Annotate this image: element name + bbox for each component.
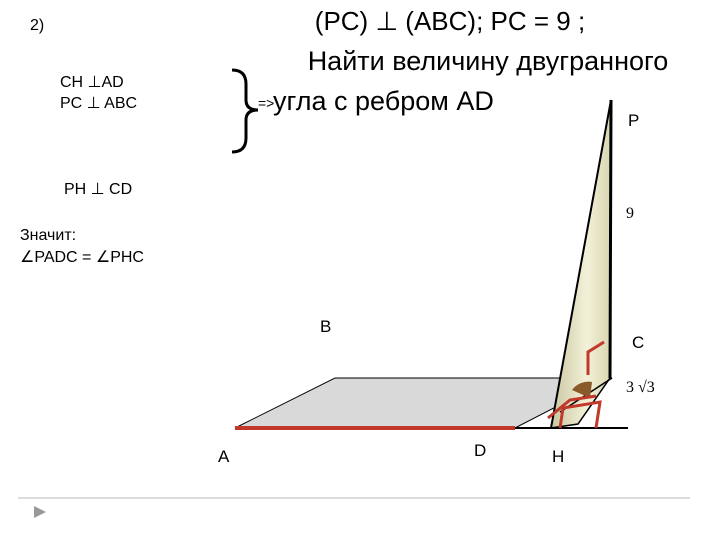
task-line: угла с ребром AD (273, 86, 494, 116)
fact: CH ⊥AD (60, 74, 124, 91)
task-line: Найти величину двугранного (308, 46, 669, 76)
length-label: 9 (626, 205, 634, 222)
slide-number: 2) (30, 17, 44, 34)
conclusion-label: Значит: (20, 227, 76, 244)
right-angle-mark (547, 394, 597, 420)
conclusion: ∠PADC = ∠PHC (20, 249, 144, 266)
point-label: H (552, 447, 564, 466)
edge-ph (550, 99, 612, 429)
point-label: A (218, 447, 230, 466)
brace (231, 68, 259, 154)
right-angle-mark (558, 400, 602, 429)
statement: (PC) ⊥ (ABC); PC = 9 ; (315, 6, 585, 36)
edge-pc (608, 99, 613, 379)
angle-arc (572, 381, 592, 398)
length-label: 3 √3 (626, 379, 655, 396)
nav-arrow[interactable] (34, 506, 46, 518)
implies: => (258, 95, 274, 111)
point-label: P (628, 111, 639, 130)
right-angle-mark (586, 340, 605, 375)
fact: PH ⊥ CD (64, 181, 132, 198)
point-label: B (320, 317, 331, 336)
point-label: C (632, 333, 644, 352)
point-label: D (474, 441, 486, 460)
fact: PC ⊥ ABC (60, 95, 137, 112)
